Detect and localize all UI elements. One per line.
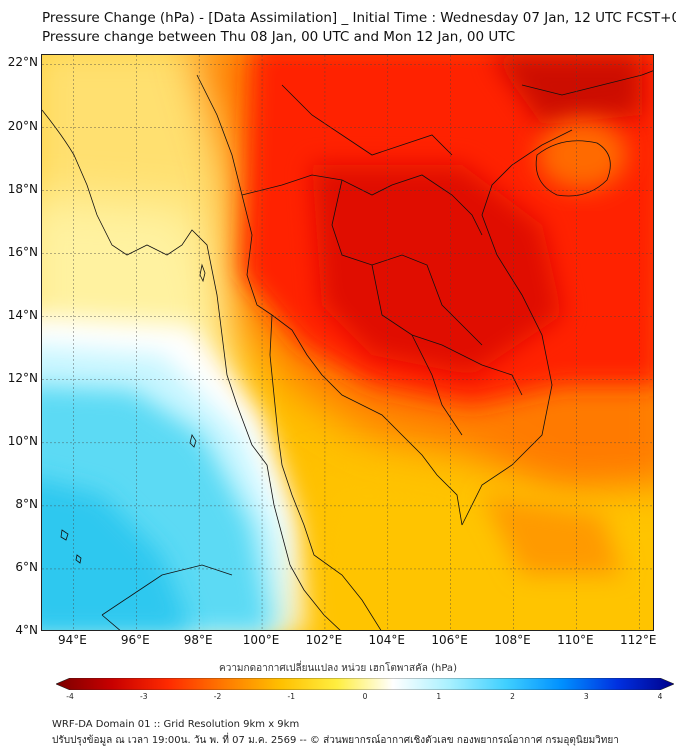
gridlines [42,55,653,630]
longitude-label: 100°E [242,633,280,647]
latitude-label: 10°N [7,433,38,448]
colorbar [56,678,674,690]
colorbar-tick-label: 3 [583,692,589,701]
latitude-label: 6°N [15,559,38,574]
latitude-label: 22°N [7,55,38,70]
map-subtitle: Pressure change between Thu 08 Jan, 00 U… [42,29,516,45]
longitude-label: 102°E [305,633,343,647]
latitude-label: 16°N [7,244,38,259]
colorbar-tick-label: -1 [287,692,295,701]
colorbar-tick-label: -3 [140,692,148,701]
footer-domain-info: WRF-DA Domain 01 :: Grid Resolution 9km … [52,719,300,730]
longitude-label: 94°E [57,633,87,647]
longitude-label: 110°E [557,633,594,647]
longitude-label: 98°E [183,633,213,647]
longitude-label: 108°E [494,633,531,647]
map-title: Pressure Change (hPa) - [Data Assimilati… [42,10,676,26]
colorbar-tick-label: -2 [213,692,222,701]
latitude-label: 20°N [7,118,38,133]
longitude-label: 96°E [120,633,150,647]
colorbar-tick-label: 4 [657,692,663,701]
map-canvas [42,55,653,630]
colorbar-tick-label: -4 [66,692,74,701]
latitude-label: 18°N [7,181,38,196]
coastlines-and-borders [42,70,653,630]
latitude-label: 14°N [7,307,38,322]
colorbar-title: ความกดอากาศเปลี่ยนแปลง หน่วย เฮกโตพาสคัล… [219,663,457,674]
longitude-label: 104°E [368,633,406,647]
longitude-label: 106°E [431,633,468,647]
latitude-label: 12°N [7,370,38,385]
colorbar-tick-label: 2 [510,692,515,701]
footer-credit: ปรับปรุงข้อมูล ณ เวลา 19:00น. วัน พ. ที่… [52,735,619,746]
latitude-label: 8°N [15,496,38,511]
colorbar-tick-label: 0 [362,692,368,701]
pressure-field [42,55,653,630]
latitude-label: 4°N [15,623,38,637]
longitude-label: 112°E [620,633,657,647]
pressure-change-map [41,54,654,631]
colorbar-tick-label: 1 [436,692,442,701]
